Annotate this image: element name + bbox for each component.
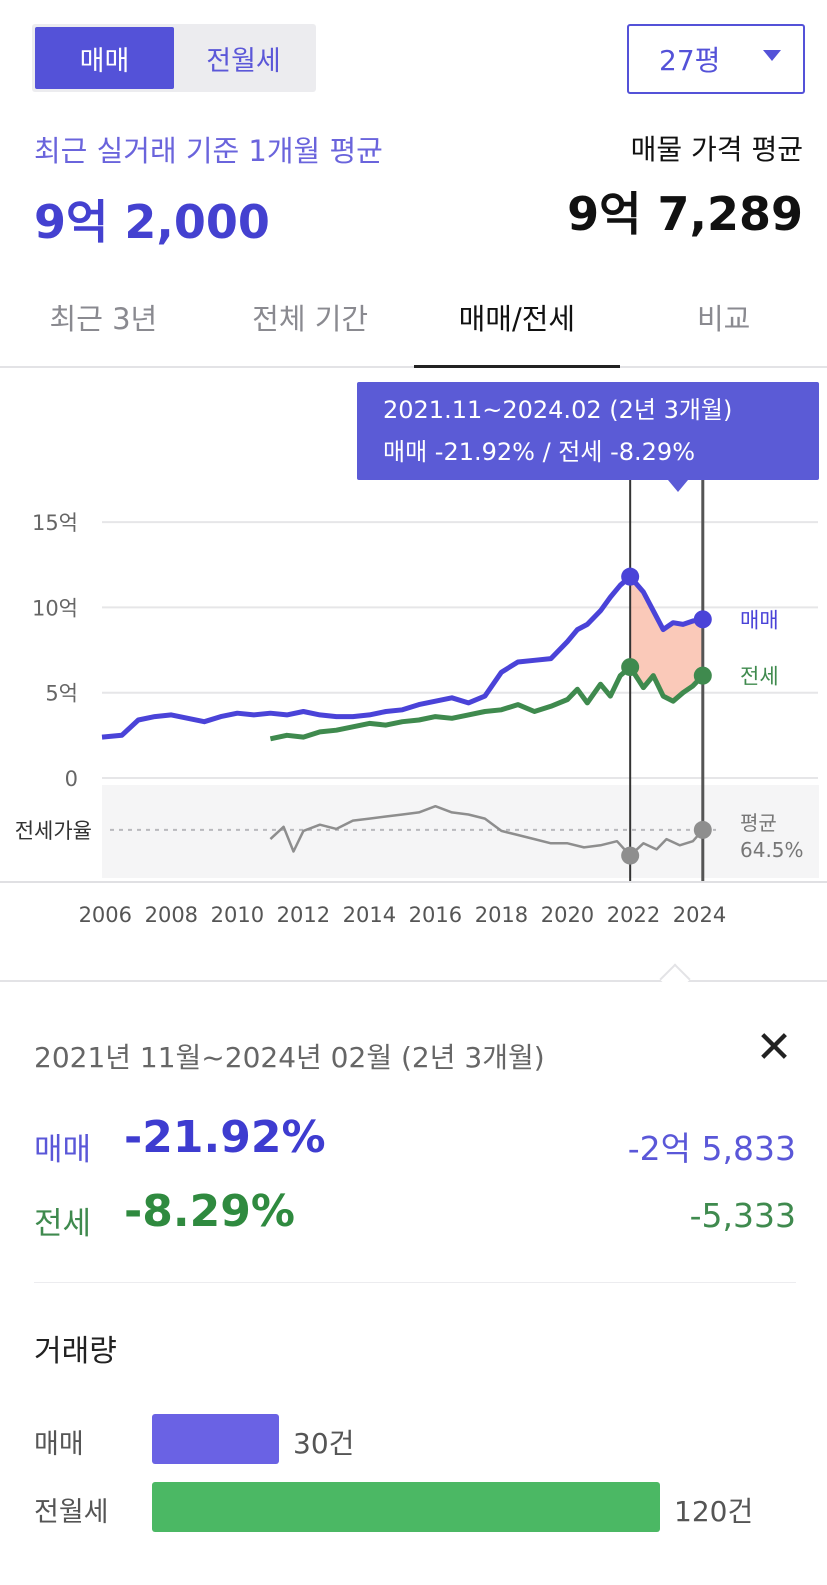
- volume-count: 120건: [674, 1495, 754, 1528]
- y-tick-label: 5억: [45, 682, 78, 706]
- pyeong-value: 27평: [659, 44, 721, 77]
- volume-bar: [152, 1482, 660, 1532]
- x-tick-label: 2010: [211, 903, 264, 927]
- ratio-label: 전세가율: [15, 819, 92, 843]
- listing-avg-label: 매물 가격 평균: [630, 133, 803, 166]
- selected-range-title: 2021년 11월~2024년 02월 (2년 3개월): [34, 1041, 545, 1074]
- jeonse-end-point: [693, 666, 712, 685]
- sale-change-amount: -2억 5,833: [627, 1129, 796, 1168]
- tab-sale-jeonse[interactable]: 매매/전세: [413, 268, 621, 368]
- sale-series-line: [101, 574, 704, 740]
- sale-change-row: 매매 -21.92% -2억 5,833: [34, 1112, 796, 1172]
- trade-type-toggle: 매매 전월세: [32, 24, 316, 92]
- ratio-start-point: [621, 846, 640, 865]
- ratio-end-point: [693, 820, 712, 839]
- sale-change-label: 매매: [34, 1132, 92, 1168]
- x-tick-label: 2006: [79, 903, 132, 927]
- x-tick-label: 2024: [673, 903, 726, 927]
- section-divider: [0, 980, 827, 982]
- jeonse-change-pct: -8.29%: [124, 1186, 295, 1237]
- x-tick-label: 2020: [541, 903, 594, 927]
- recent-avg-value: 9억 2,000: [34, 195, 270, 249]
- tooltip-range-text: 2021.11~2024.02 (2년 3개월): [383, 396, 732, 424]
- volume-title: 거래량: [34, 1334, 117, 1369]
- caret-down-icon: [763, 50, 781, 61]
- volume-label: 매매: [34, 1429, 84, 1460]
- volume-count: 30건: [293, 1427, 355, 1460]
- jeonse-start-point: [621, 658, 640, 677]
- x-tick-label: 2012: [277, 903, 330, 927]
- x-tick-label: 2008: [145, 903, 198, 927]
- close-icon[interactable]: ✕: [755, 1022, 793, 1073]
- y-tick-label: 0: [65, 767, 78, 791]
- volume-bar: [152, 1414, 279, 1464]
- x-tick-label: 2016: [409, 903, 462, 927]
- x-tick-label: 2018: [475, 903, 528, 927]
- x-tick-label: 2022: [607, 903, 660, 927]
- range-tooltip: [357, 382, 819, 480]
- listing-avg-value: 9억 7,289: [567, 187, 803, 241]
- tab-recent-3y[interactable]: 최근 3년: [49, 302, 158, 336]
- tooltip-arrow: [668, 480, 688, 492]
- jeonse-change-row: 전세 -8.29% -5,333: [34, 1186, 796, 1246]
- recent-avg-label: 최근 실거래 기준 1개월 평균: [34, 134, 383, 168]
- ratio-series-line: [269, 804, 704, 857]
- x-tick-label: 2014: [343, 903, 396, 927]
- y-tick-label: 15억: [32, 511, 78, 535]
- pyeong-dropdown[interactable]: 27평: [627, 24, 805, 94]
- rent-toggle-button[interactable]: 전월세: [206, 45, 281, 77]
- sale-end-point: [693, 610, 712, 629]
- selection-range-fill: [630, 576, 703, 701]
- volume-label: 전월세: [34, 1497, 109, 1528]
- volume-row-rent: 전월세 120건: [34, 1482, 796, 1532]
- period-tabs: 최근 3년 전체 기간 매매/전세 비교: [0, 268, 827, 368]
- selection-pointer: [659, 963, 691, 995]
- jeonse-change-label: 전세: [34, 1206, 92, 1242]
- tooltip-change-text: 매매 -21.92% / 전세 -8.29%: [383, 438, 695, 466]
- sale-end-label: 매매: [740, 608, 779, 632]
- y-tick-label: 10억: [32, 596, 78, 620]
- ratio-avg-value: 64.5%: [740, 838, 804, 862]
- jeonse-series-line: [269, 664, 705, 742]
- sale-start-point: [621, 567, 640, 586]
- jeonse-end-label: 전세: [740, 665, 779, 689]
- sale-change-pct: -21.92%: [124, 1112, 326, 1163]
- tab-all-period[interactable]: 전체 기간: [252, 302, 369, 336]
- jeonse-change-amount: -5,333: [689, 1196, 796, 1235]
- tab-compare[interactable]: 비교: [696, 302, 751, 336]
- detail-divider: [34, 1282, 796, 1283]
- sale-toggle-button[interactable]: 매매: [35, 27, 174, 89]
- ratio-avg-label: 평균: [740, 811, 777, 835]
- volume-row-sale: 매매 30건: [34, 1414, 796, 1464]
